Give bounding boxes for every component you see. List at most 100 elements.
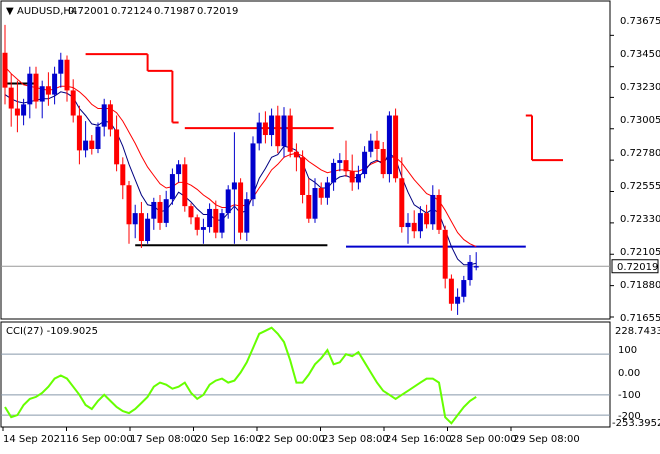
candle-body bbox=[83, 140, 89, 151]
candle-body bbox=[399, 178, 405, 228]
ohlc-open: 0.72001 bbox=[68, 6, 109, 17]
candle-body bbox=[14, 108, 20, 116]
price-tick: 0.72330 bbox=[620, 214, 660, 225]
time-tick: 24 Sep 16:00 bbox=[385, 434, 452, 445]
axes bbox=[2, 34, 614, 431]
candle-body bbox=[39, 86, 45, 102]
candle-body bbox=[287, 115, 293, 152]
candle-body bbox=[89, 140, 95, 149]
candle-body bbox=[8, 87, 14, 109]
candle-body bbox=[281, 115, 287, 147]
cci-tick: 100 bbox=[618, 345, 637, 356]
collapse-arrow-icon[interactable]: ▼ bbox=[6, 6, 14, 17]
time-tick: 14 Sep 2021 bbox=[3, 434, 66, 445]
candle-body bbox=[70, 90, 76, 116]
cci-tick: -200 bbox=[618, 411, 641, 422]
time-tick: 20 Sep 16:00 bbox=[195, 434, 262, 445]
candle-body bbox=[318, 188, 324, 198]
time-tick: 29 Sep 08:00 bbox=[513, 434, 580, 445]
candle-body bbox=[269, 115, 275, 136]
price-tick: 0.73450 bbox=[620, 49, 660, 60]
candle-body bbox=[231, 182, 237, 190]
candle-body bbox=[455, 296, 461, 304]
cci-tick: -100 bbox=[618, 390, 641, 401]
candle-body bbox=[200, 227, 206, 230]
candle-body bbox=[324, 182, 330, 198]
price-tick: 0.73230 bbox=[620, 82, 660, 93]
candle-body bbox=[448, 278, 454, 304]
price-tick: 0.73005 bbox=[620, 115, 660, 126]
cci-line bbox=[4, 326, 477, 425]
price-tick: 0.71655 bbox=[620, 313, 660, 324]
ohlc-close: 0.72019 bbox=[197, 6, 238, 17]
candle-body bbox=[312, 188, 318, 219]
candle-body bbox=[64, 59, 70, 91]
candle-body bbox=[126, 185, 132, 225]
time-tick: 16 Sep 00:00 bbox=[66, 434, 133, 445]
time-tick: 22 Sep 00:00 bbox=[258, 434, 325, 445]
candle-body bbox=[107, 104, 113, 130]
candle-body bbox=[101, 104, 107, 127]
candle-body bbox=[176, 164, 182, 175]
candle-body bbox=[151, 201, 157, 219]
candle-body bbox=[188, 206, 194, 218]
candle-body bbox=[250, 143, 256, 200]
candle-body bbox=[33, 73, 39, 102]
candle-body bbox=[169, 174, 175, 200]
cci-panel-frame bbox=[0, 321, 611, 428]
price-tick: 0.71880 bbox=[620, 280, 660, 291]
candle-body bbox=[293, 151, 299, 158]
candle-body bbox=[442, 229, 448, 279]
candle-body bbox=[473, 266, 479, 268]
candle-body bbox=[21, 104, 27, 116]
candle-body bbox=[120, 164, 126, 186]
candle-body bbox=[467, 261, 473, 281]
candle-body bbox=[244, 199, 250, 233]
candle-body bbox=[219, 213, 225, 233]
candle-body bbox=[27, 73, 33, 105]
price-tick: 0.72105 bbox=[620, 247, 660, 258]
candle-body bbox=[95, 126, 101, 149]
candle-body bbox=[368, 140, 374, 152]
candle-body bbox=[362, 151, 368, 175]
candle-body bbox=[76, 115, 82, 151]
cci-tick: 228.7433 bbox=[615, 326, 660, 337]
price-tick: 0.73675 bbox=[620, 16, 660, 27]
cci-tick: -253.3952 bbox=[612, 418, 660, 429]
candle-body bbox=[355, 174, 361, 183]
candle-body bbox=[424, 213, 430, 225]
time-tick: 28 Sep 00:00 bbox=[450, 434, 517, 445]
candle-body bbox=[331, 162, 337, 183]
candle-body bbox=[306, 194, 312, 219]
cci-tick: 0.00 bbox=[618, 368, 640, 379]
candle-body bbox=[132, 213, 138, 225]
candles bbox=[2, 24, 479, 315]
candle-body bbox=[138, 213, 144, 242]
candle-body bbox=[163, 199, 169, 223]
candle-body bbox=[2, 52, 8, 88]
time-tick: 17 Sep 08:00 bbox=[130, 434, 197, 445]
candle-body bbox=[213, 208, 219, 233]
price-tick: 0.72555 bbox=[620, 181, 660, 192]
candle-body bbox=[411, 222, 417, 232]
price-tick: 0.72780 bbox=[620, 148, 660, 159]
current-price-label: 0.72019 bbox=[617, 262, 658, 273]
candle-body bbox=[207, 208, 213, 228]
candle-body bbox=[405, 222, 411, 228]
candle-body bbox=[436, 194, 442, 230]
ohlc-high: 0.72124 bbox=[111, 6, 152, 17]
candle-body bbox=[349, 171, 355, 183]
candle-body bbox=[262, 122, 268, 136]
cci-indicator bbox=[1, 326, 610, 425]
candle-body bbox=[300, 157, 306, 195]
cci-label: CCI(27) -109.9025 bbox=[6, 326, 98, 337]
ohlc-low: 0.71987 bbox=[154, 6, 195, 17]
current-price-badge bbox=[611, 259, 659, 274]
candle-body bbox=[238, 182, 244, 233]
candle-body bbox=[430, 194, 436, 225]
candle-body bbox=[461, 280, 467, 297]
candle-body bbox=[374, 140, 380, 149]
candle-body bbox=[145, 218, 151, 242]
candle-body bbox=[194, 217, 200, 230]
